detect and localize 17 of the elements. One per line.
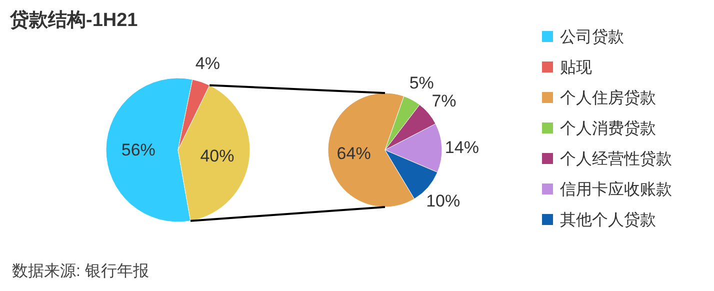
data-label: 14% [444,138,479,158]
data-label: 4% [195,54,220,73]
data-label: 56% [121,140,156,160]
source-note: 数据来源: 银行年报 [12,262,149,280]
chart-title: 贷款结构-1H21 [9,9,138,31]
data-label: 7% [432,92,456,111]
data-label: 5% [409,73,434,92]
legend-label: 贴现 [560,60,592,76]
legend-label: 其他个人贷款 [560,211,656,229]
legend-label: 信用卡应收账款 [560,180,672,198]
legend-label: 个人消费贷款 [560,120,656,138]
data-label: 64% [336,144,371,164]
legend-label: 个人经营性贷款 [560,150,672,168]
data-label: 40% [200,146,234,166]
data-label: 10% [426,192,460,211]
legend-label: 个人住房贷款 [560,89,656,107]
legend-label: 公司贷款 [560,28,624,46]
